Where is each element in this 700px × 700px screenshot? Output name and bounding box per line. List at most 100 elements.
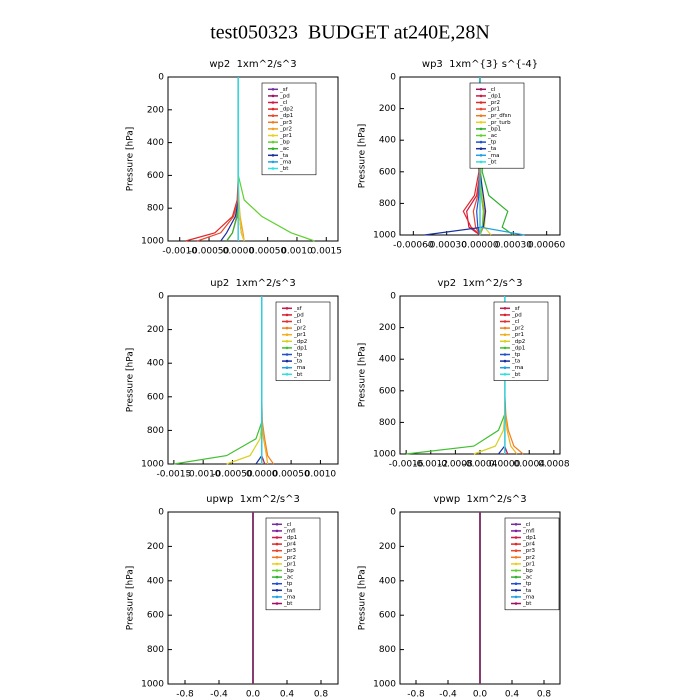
legend-label: _dp2	[293, 339, 307, 345]
legend-label: _pr1	[279, 133, 292, 139]
legend-marker	[479, 147, 483, 150]
x-tick-label: 0.0004	[513, 460, 545, 470]
legend-label: _pr3	[283, 548, 297, 554]
legend-label: _dp1	[487, 93, 501, 99]
legend-label: _pr3	[522, 548, 536, 554]
legend-marker	[503, 366, 507, 370]
x-tick-label: 0.0	[473, 690, 488, 700]
y-tick-label: 800	[379, 418, 396, 428]
panel: vp2 1xm^2/s^3 Pressure [hPa] 0 200 400 600 800…	[358, 278, 570, 470]
x-tick-label: 0.00050	[249, 247, 286, 257]
legend-marker	[514, 602, 518, 605]
legend-label: _dp2	[279, 107, 293, 113]
legend-label: _ac	[283, 575, 293, 581]
legend-marker	[503, 346, 507, 350]
legend-marker	[503, 359, 507, 363]
legend-marker	[503, 353, 507, 356]
legend-marker	[285, 353, 289, 356]
legend-marker	[514, 562, 518, 566]
legend-marker	[285, 346, 289, 350]
y-tick-label: 1000	[373, 231, 396, 241]
legend-marker	[275, 562, 279, 566]
y-tick-label: 400	[379, 136, 396, 146]
y-tick-label: 200	[147, 542, 164, 552]
panel: upwp 1xm^2/s^3 Pressure [hPa] 0 200 400 600 80…	[126, 494, 339, 700]
legend-label: _dp2	[511, 339, 525, 345]
x-tick-label: 0.8	[537, 690, 552, 700]
x-tick-label: 0.0000	[223, 247, 255, 257]
legend-label: _dp1	[511, 345, 525, 351]
legend-label: _tp	[487, 140, 497, 146]
legend-label: _cl	[283, 522, 292, 528]
legend-marker	[479, 107, 483, 111]
y-tick-label: 0	[158, 292, 164, 302]
legend-label: _dp1	[283, 535, 297, 541]
legend-marker	[479, 127, 483, 131]
legend-label: _pr2	[511, 326, 524, 332]
y-tick-label: 200	[147, 325, 164, 335]
legend-marker	[271, 160, 275, 164]
legend-label: _tp	[511, 352, 521, 358]
panel: vpwp 1xm^2/s^3 Pressure [hPa] 0 200 400 600 80…	[358, 494, 561, 700]
y-tick-label: 800	[147, 426, 164, 436]
legend-marker	[285, 340, 289, 343]
y-tick-label: 1000	[373, 680, 396, 690]
legend-label: _pd	[511, 312, 522, 318]
legend-label: _ma	[279, 159, 291, 165]
legend-marker	[275, 523, 279, 526]
legend-marker	[479, 121, 483, 124]
legend-label: _ac	[487, 133, 497, 139]
x-tick-label: -0.0015	[156, 470, 191, 480]
legend-label: _ta	[283, 588, 292, 594]
legend-label: _bt	[283, 601, 293, 607]
y-tick-label: 800	[147, 645, 164, 655]
series-line	[406, 296, 506, 455]
legend-marker	[514, 523, 518, 526]
y-axis-label: Pressure [hPa]	[126, 127, 136, 192]
y-tick-label: 400	[147, 576, 164, 586]
x-tick-label: 0.0010	[281, 247, 313, 257]
legend-marker	[479, 134, 483, 137]
y-tick-label: 600	[379, 167, 396, 177]
x-tick-label: 0.00060	[528, 241, 565, 251]
y-tick-label: 600	[147, 611, 164, 621]
x-tick-label: -0.0004	[463, 460, 498, 470]
x-tick-label: 0.4	[505, 690, 520, 700]
legend-marker	[271, 127, 275, 131]
legend-marker	[275, 536, 279, 539]
x-tick-label: -0.0010	[162, 247, 197, 257]
y-tick-label: 1000	[373, 450, 396, 460]
y-axis-label: Pressure [hPa]	[126, 566, 136, 631]
legend-label: _sf	[279, 87, 289, 93]
y-tick-label: 1000	[141, 680, 164, 690]
series-line	[185, 77, 239, 242]
legend-marker	[271, 107, 275, 111]
legend-marker	[285, 326, 289, 330]
y-tick-label: 0	[390, 73, 396, 83]
legend-label: _pr1	[522, 561, 535, 567]
legend-marker	[285, 313, 289, 317]
legend-label: _pr1	[511, 332, 524, 338]
y-tick-label: 200	[379, 323, 396, 333]
x-tick-label: 0.00050	[272, 470, 309, 480]
legend-marker	[271, 121, 275, 124]
y-tick-label: 200	[147, 105, 164, 115]
x-tick-label: 0.00000	[461, 241, 498, 251]
legend-marker	[503, 313, 507, 317]
legend-marker	[271, 101, 275, 104]
y-tick-label: 800	[379, 199, 396, 209]
legend-label: _ma	[283, 594, 295, 600]
panel-title: vpwp 1xm^2/s^3	[433, 494, 526, 505]
y-tick-label: 0	[390, 292, 396, 302]
legend-label: _ta	[279, 153, 288, 159]
panel: wp3 1xm^{3} s^{-4} Pressure [hPa] 0 200 400 6…	[358, 59, 566, 251]
legend-marker	[479, 101, 483, 104]
x-tick-label: -0.4	[439, 690, 457, 700]
x-tick-label: -0.8	[176, 690, 194, 700]
legend-box	[469, 82, 525, 169]
legend-marker	[514, 582, 518, 585]
panel-title: vp2 1xm^2/s^3	[437, 278, 522, 289]
legend-marker	[275, 595, 279, 599]
legend-label: _cl	[522, 522, 531, 528]
x-tick-label: 0.0015	[311, 247, 343, 257]
